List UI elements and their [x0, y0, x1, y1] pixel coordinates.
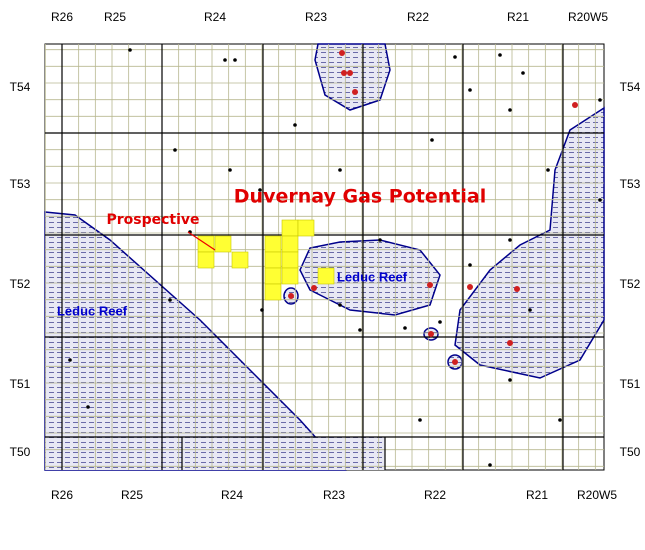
- township-label: T54: [620, 80, 641, 94]
- well: [546, 168, 550, 172]
- gas-well: [514, 286, 520, 292]
- gas-well: [572, 102, 578, 108]
- well: [338, 303, 342, 307]
- prospective-section: [281, 235, 299, 253]
- township-label: T50: [10, 445, 31, 459]
- well: [293, 123, 297, 127]
- well: [488, 463, 492, 467]
- callout-label: Prospective: [106, 212, 199, 228]
- well: [418, 418, 422, 422]
- map-title: Duvernay Gas Potential: [234, 186, 486, 208]
- labels: R26 R25 R24 R23 R22 R21 R20W5 R26 R25 R24 R23 R22 R2…: [10, 10, 641, 502]
- well: [598, 98, 602, 102]
- gas-well: [352, 89, 358, 95]
- township-label: T50: [620, 445, 641, 459]
- prospective-section: [197, 251, 215, 269]
- range-label: R23: [323, 488, 345, 502]
- well: [498, 53, 502, 57]
- gas-well: [311, 285, 317, 291]
- gas-well: [452, 359, 458, 365]
- township-label: T54: [10, 80, 31, 94]
- township-label: T52: [620, 277, 641, 291]
- well: [468, 263, 472, 267]
- well: [173, 148, 177, 152]
- range-label: R20W5: [577, 488, 617, 502]
- well: [338, 168, 342, 172]
- range-label: R26: [51, 488, 73, 502]
- well: [378, 238, 382, 242]
- callout-line: [187, 231, 216, 251]
- reef-label: Leduc Reef: [337, 269, 408, 284]
- prospective-section: [264, 267, 282, 285]
- well: [558, 418, 562, 422]
- gas-well: [341, 70, 347, 76]
- range-label: R24: [221, 488, 243, 502]
- range-label: R25: [104, 10, 126, 24]
- range-label: R23: [305, 10, 327, 24]
- well: [598, 198, 602, 202]
- reef-label: Leduc Reef: [57, 303, 128, 318]
- well: [68, 358, 72, 362]
- range-label: R25: [121, 488, 143, 502]
- reef-area: [45, 437, 385, 470]
- range-label: R24: [204, 10, 226, 24]
- well: [86, 405, 90, 409]
- well: [468, 88, 472, 92]
- prospective-section: [264, 251, 282, 269]
- gas-well: [467, 284, 473, 290]
- reef-area: [454, 106, 605, 379]
- well: [453, 55, 457, 59]
- prospective-section: [317, 267, 335, 285]
- well: [508, 378, 512, 382]
- range-label: R26: [51, 10, 73, 24]
- well: [233, 58, 237, 62]
- range-label: R21: [526, 488, 548, 502]
- well: [438, 320, 442, 324]
- prospective-section: [281, 251, 299, 269]
- prospective-section: [214, 235, 232, 253]
- well: [128, 48, 132, 52]
- township-label: T51: [620, 377, 641, 391]
- prospective-section: [264, 235, 282, 253]
- well: [228, 168, 232, 172]
- gas-well: [288, 293, 294, 299]
- prospective-section: [264, 283, 282, 301]
- range-label: R22: [424, 488, 446, 502]
- gas-well: [339, 50, 345, 56]
- well: [258, 188, 262, 192]
- well: [430, 138, 434, 142]
- range-label: R20W5: [568, 10, 608, 24]
- well: [521, 71, 525, 75]
- well: [260, 308, 264, 312]
- range-label: R22: [407, 10, 429, 24]
- well: [168, 298, 172, 302]
- gas-well: [427, 282, 433, 288]
- gas-well: [347, 70, 353, 76]
- reef-area: [299, 239, 441, 316]
- township-label: T53: [620, 177, 641, 191]
- prospective-section: [281, 267, 299, 285]
- well: [508, 108, 512, 112]
- wells: [68, 48, 602, 467]
- well: [403, 326, 407, 330]
- prospective-section: [231, 251, 249, 269]
- well: [223, 58, 227, 62]
- prospective-section: [297, 219, 315, 237]
- township-label: T51: [10, 377, 31, 391]
- gas-well: [428, 331, 434, 337]
- gas-well: [507, 340, 513, 346]
- well: [528, 308, 532, 312]
- range-label: R21: [507, 10, 529, 24]
- reef-area: [314, 43, 391, 111]
- well: [358, 328, 362, 332]
- well: [508, 238, 512, 242]
- township-label: T53: [10, 177, 31, 191]
- township-label: T52: [10, 277, 31, 291]
- prospective-sections: [197, 219, 335, 301]
- prospective-section: [281, 219, 299, 237]
